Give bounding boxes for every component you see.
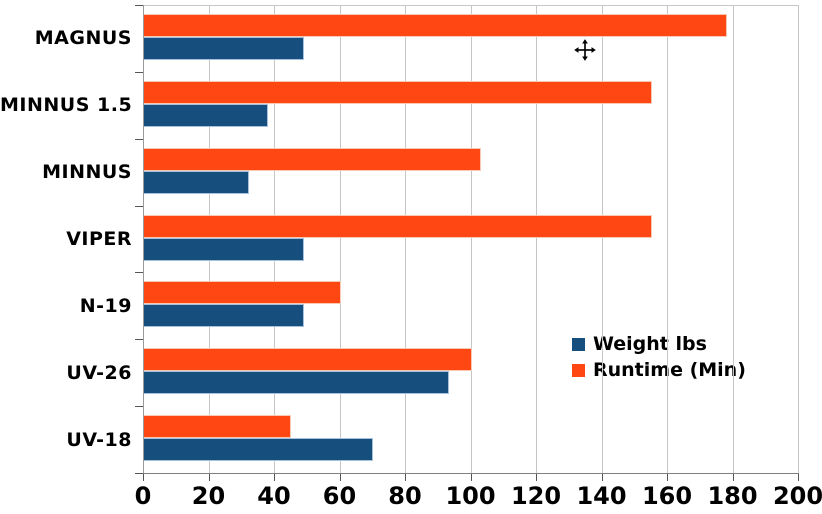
legend-item-runtime-min: Runtime (Min) — [572, 357, 746, 383]
x-axis-tick-label: 160 — [641, 482, 693, 510]
x-axis-tick — [536, 473, 537, 481]
x-axis-tick — [601, 473, 603, 481]
category-label-magnus: MAGNUS — [34, 27, 132, 50]
x-axis-line — [142, 473, 799, 474]
bar-runtime-min-viper — [144, 214, 652, 238]
x-axis-tick-label: 40 — [257, 482, 291, 510]
bar-weight-lbs-minnus-1-5 — [144, 103, 269, 127]
x-axis-tick — [339, 473, 341, 481]
vertical-gridline — [732, 5, 734, 473]
y-axis-tick — [135, 473, 143, 474]
legend: Weight lbs Runtime (Min) — [572, 331, 746, 383]
y-axis-tick — [135, 5, 143, 6]
vertical-gridline — [470, 5, 472, 473]
bar-runtime-min-uv-18 — [144, 415, 292, 439]
vertical-gridline — [339, 5, 341, 473]
legend-swatch-weight-lbs — [572, 337, 585, 351]
x-axis-tick-label: 20 — [191, 482, 226, 510]
legend-label-weight-lbs: Weight lbs — [593, 333, 707, 355]
bar-runtime-min-minnus — [144, 147, 482, 171]
bar-runtime-min-uv-26 — [144, 348, 472, 372]
category-label-minnus-1-5: MINNUS 1.5 — [0, 94, 133, 117]
category-label-uv-18: UV-18 — [66, 428, 132, 451]
y-axis-tick — [135, 138, 143, 140]
category-label-viper: VIPER — [66, 228, 132, 250]
bar-weight-lbs-uv-18 — [144, 438, 374, 462]
x-axis-tick — [470, 473, 472, 481]
bar-weight-lbs-viper — [144, 237, 305, 261]
vertical-gridline — [667, 5, 668, 473]
x-axis-tick — [667, 473, 668, 481]
category-label-n-19: N-19 — [79, 294, 132, 317]
x-axis-tick — [405, 473, 406, 481]
vertical-gridline — [405, 5, 406, 473]
vertical-gridline — [601, 5, 603, 473]
x-axis-tick — [143, 473, 144, 481]
vertical-gridline — [798, 5, 799, 473]
x-axis-tick-label: 0 — [134, 482, 152, 510]
x-axis-tick — [274, 473, 275, 481]
category-label-uv-26: UV-26 — [66, 361, 132, 384]
move-cursor-icon — [574, 39, 596, 61]
x-axis-tick — [208, 473, 210, 481]
y-axis-tick — [135, 272, 143, 274]
bar-weight-lbs-uv-26 — [144, 371, 449, 395]
x-axis-tick-label: 200 — [772, 482, 822, 510]
x-axis-tick-label: 100 — [445, 482, 496, 510]
bar-runtime-min-n-19 — [144, 281, 341, 305]
category-label-minnus: MINNUS — [42, 161, 132, 184]
y-axis-tick — [135, 339, 143, 341]
vertical-gridline — [536, 5, 537, 473]
y-axis-tick — [135, 205, 143, 207]
bar-runtime-min-minnus-1-5 — [144, 80, 652, 104]
x-axis-tick-label: 80 — [388, 482, 422, 510]
y-axis-line — [143, 5, 144, 473]
bar-weight-lbs-magnus — [144, 37, 305, 60]
x-axis-tick — [798, 473, 799, 481]
y-axis-tick — [135, 406, 143, 408]
bar-runtime-min-magnus — [144, 14, 727, 37]
y-axis-tick — [135, 71, 143, 73]
legend-label-runtime-min: Runtime (Min) — [593, 359, 746, 381]
bar-weight-lbs-n-19 — [144, 304, 305, 328]
legend-swatch-runtime-min — [572, 363, 585, 377]
legend-item-weight-lbs: Weight lbs — [572, 331, 746, 357]
x-axis-tick-label: 140 — [576, 482, 627, 510]
x-axis-tick — [732, 473, 734, 481]
x-axis-tick-label: 180 — [707, 482, 758, 510]
x-axis-tick-label: 60 — [322, 482, 357, 510]
x-axis-tick-label: 120 — [510, 482, 562, 510]
bar-weight-lbs-minnus — [144, 170, 249, 194]
